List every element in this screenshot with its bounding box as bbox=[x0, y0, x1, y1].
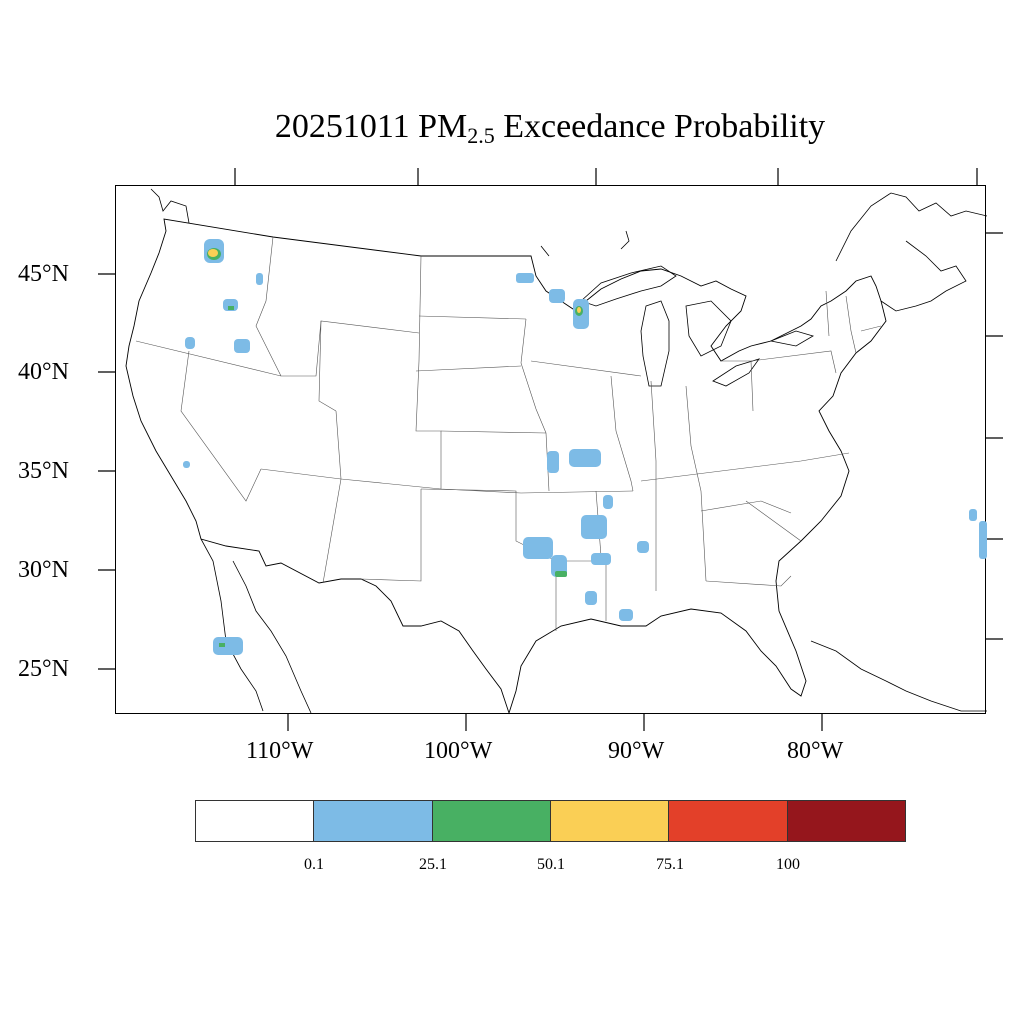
area-gulf-blue bbox=[619, 609, 633, 621]
area-northern-idaho-yellow bbox=[208, 249, 218, 257]
area-tx-blue bbox=[523, 537, 553, 559]
lake-michigan bbox=[640, 300, 670, 387]
colorbar-label-2: 50.1 bbox=[537, 856, 565, 873]
area-la-blue bbox=[591, 553, 611, 565]
colorbar-segment-3 bbox=[550, 801, 670, 841]
map-frame bbox=[115, 185, 987, 715]
us-map bbox=[125, 188, 987, 715]
area-idaho-green bbox=[228, 306, 234, 310]
area-ms-blue bbox=[637, 541, 649, 553]
area-mo-blue bbox=[547, 451, 559, 473]
area-ar-blue bbox=[603, 495, 613, 509]
colorbar-segment-5 bbox=[787, 801, 905, 841]
lake-erie bbox=[712, 358, 761, 387]
colorbar-label-3: 75.1 bbox=[656, 856, 684, 873]
state-borders bbox=[135, 236, 882, 631]
probability-areas bbox=[183, 239, 987, 655]
lat-label-45: 45°N bbox=[18, 261, 69, 287]
colorbar-segment-4 bbox=[669, 801, 788, 841]
area-montana-blue bbox=[256, 273, 263, 285]
area-sw-idaho-blue bbox=[234, 339, 250, 353]
area-baja-green bbox=[219, 643, 225, 647]
area-idaho-blue bbox=[223, 299, 238, 311]
colorbar bbox=[195, 800, 906, 842]
area-mn-blue bbox=[516, 273, 534, 283]
area-la2-blue bbox=[585, 591, 597, 605]
colorbar-segment-1 bbox=[314, 801, 433, 841]
title-subscript: 2.5 bbox=[467, 123, 495, 148]
lat-label-25: 25°N bbox=[18, 656, 69, 682]
area-baja-blue bbox=[213, 637, 243, 655]
map-title: 20251011 PM2.5 Exceedance Probability bbox=[0, 108, 1024, 149]
colorbar-label-4: 100 bbox=[776, 856, 800, 873]
area-atlantic2-blue bbox=[979, 521, 987, 559]
canada-coast bbox=[150, 188, 987, 312]
lon-label-80w: 80°W bbox=[787, 738, 844, 764]
lat-label-30: 30°N bbox=[18, 557, 69, 583]
area-tx-green bbox=[555, 571, 567, 577]
area-ar2-blue bbox=[581, 515, 607, 539]
lake-ontario bbox=[769, 330, 814, 347]
mexico-coast bbox=[200, 538, 987, 714]
area-mo2-blue bbox=[569, 449, 601, 467]
lake-huron bbox=[685, 300, 732, 357]
area-nevada-blue bbox=[183, 461, 190, 468]
lon-label-110w: 110°W bbox=[246, 738, 314, 764]
area-mn2-blue bbox=[549, 289, 565, 303]
lat-label-40: 40°N bbox=[18, 359, 69, 385]
lake-superior bbox=[580, 265, 677, 307]
area-atlantic-blue bbox=[969, 509, 977, 521]
title-prefix: 20251011 PM bbox=[274, 108, 468, 145]
lon-label-100w: 100°W bbox=[424, 738, 493, 764]
lat-label-35: 35°N bbox=[18, 458, 69, 484]
colorbar-label-0: 0.1 bbox=[304, 856, 324, 873]
lon-label-90w: 90°W bbox=[608, 738, 665, 764]
us-outline bbox=[125, 218, 887, 715]
colorbar-segment-0 bbox=[196, 801, 315, 841]
area-oregon-blue bbox=[185, 337, 195, 349]
title-suffix: Exceedance Probability bbox=[494, 108, 826, 145]
colorbar-label-1: 25.1 bbox=[419, 856, 447, 873]
area-wi-yellow bbox=[577, 307, 581, 313]
colorbar-segment-2 bbox=[432, 801, 551, 841]
